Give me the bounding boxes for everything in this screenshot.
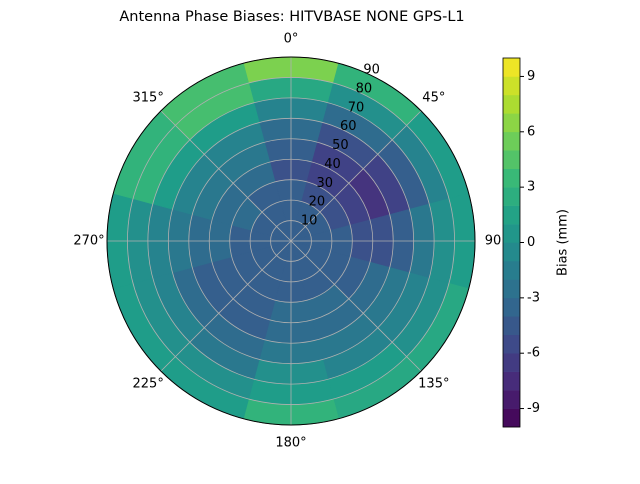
theta-tick-label: 270° [73,234,104,249]
r-tick-label: 40 [324,157,341,172]
colorbar-segment [503,150,520,169]
theta-tick-label: 135° [418,376,449,391]
colorbar-tick-label: 9 [527,69,535,84]
theta-tick-label: 90 [485,234,502,249]
colorbar-segment [503,94,520,114]
r-tick-label: 50 [332,138,349,153]
colorbar-segment [503,316,520,336]
colorbar-tick-label: -9 [527,401,540,416]
colorbar-tick-label: -6 [527,346,540,361]
colorbar-segment [503,260,520,280]
colorbar-segment [503,353,520,372]
colorbar-segment [503,168,520,188]
colorbar-segment [503,131,520,151]
colorbar-tick-label: 3 [527,180,535,195]
grid-spoke [290,240,422,372]
colorbar-segment [503,113,520,133]
colorbar-segment [503,242,520,262]
colorbar-segment [503,187,520,206]
r-tick-label: 20 [309,195,326,210]
colorbar-segment [503,205,520,225]
polar-frame [106,56,476,426]
colorbar-segment [503,279,520,299]
r-tick-label: 60 [340,119,357,134]
theta-tick-label: 225° [133,376,164,391]
colorbar-segment [503,76,520,96]
r-tick-label: 90 [363,63,380,78]
colorbar-tick-label: 0 [527,235,535,250]
colorbar-segment [503,390,520,409]
colorbar-segment [503,58,520,77]
grid-spoke [160,110,292,242]
chart-title: Antenna Phase Biases: HITVBASE NONE GPS-… [119,9,464,25]
r-tick-label: 30 [316,176,333,191]
colorbar-segment [503,224,520,243]
colorbar-segment [503,334,520,354]
colorbar-label: Bias (mm) [556,209,571,276]
colorbar-segment [503,408,520,428]
grid-spoke [160,240,292,372]
colorbar-tick-label: 6 [527,124,535,139]
theta-tick-label: 315° [133,91,164,106]
colorbar-segment [503,371,520,391]
colorbar-tick-label: -3 [527,290,540,305]
theta-tick-label: 0° [284,32,299,47]
colorbar-segment [503,297,520,317]
theta-tick-label: 180° [275,436,306,451]
r-tick-label: 70 [348,100,365,115]
grid-spoke [290,110,422,242]
r-tick-label: 10 [301,214,318,229]
r-tick-label: 80 [356,81,373,96]
theta-tick-label: 45° [422,91,445,106]
